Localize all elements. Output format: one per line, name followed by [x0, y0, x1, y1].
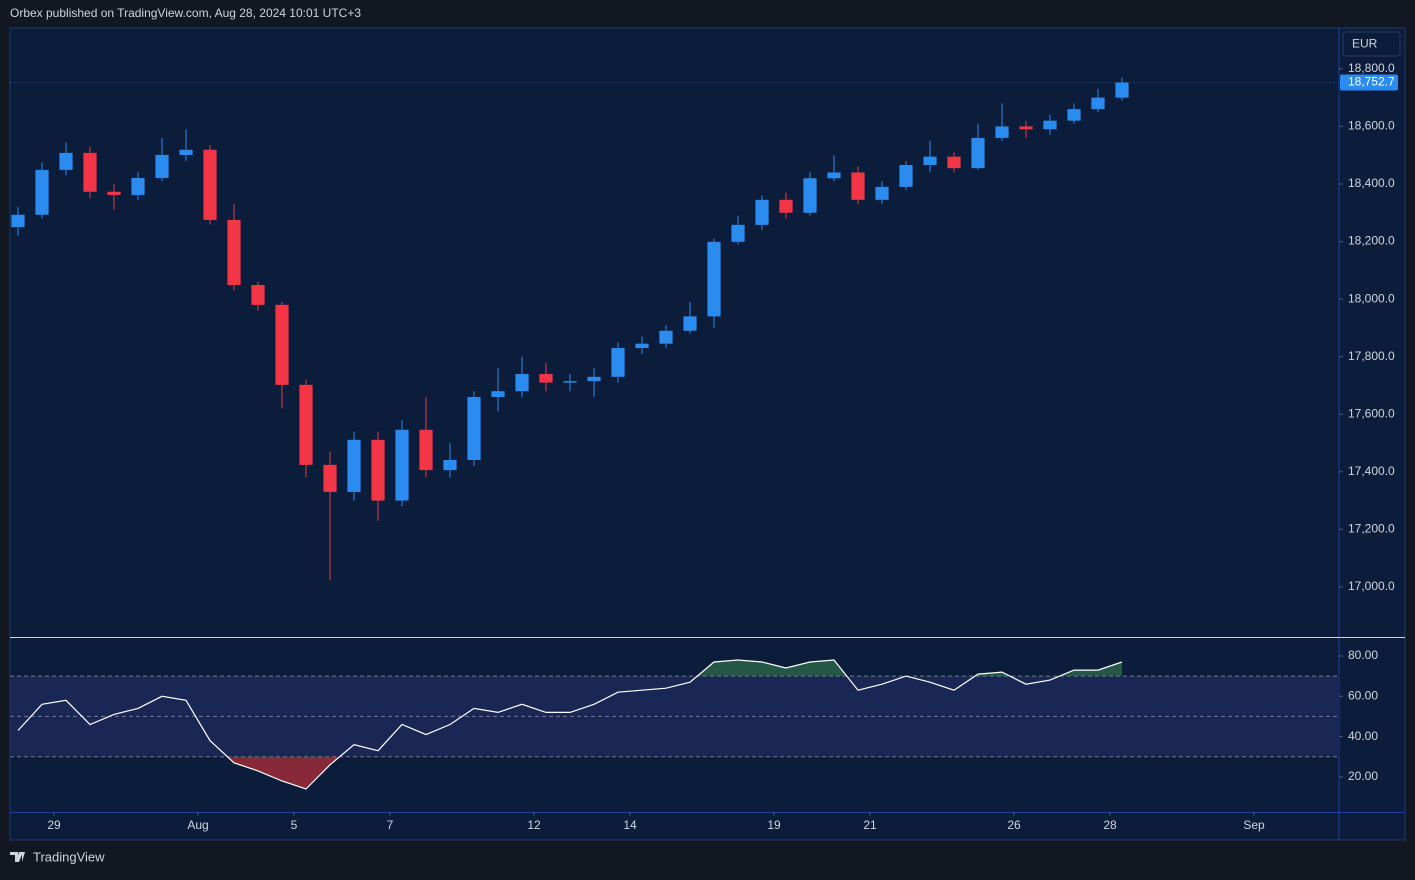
candle-body — [971, 137, 985, 169]
candle-body — [395, 429, 409, 501]
candle-body — [491, 391, 505, 397]
candle-body — [443, 459, 457, 471]
candle-body — [203, 149, 217, 220]
candle-body — [107, 191, 121, 195]
candle-body — [275, 304, 289, 385]
y-tick-label: 17,800.0 — [1348, 349, 1395, 363]
candle-body — [995, 126, 1009, 138]
y-tick-label: 18,600.0 — [1348, 119, 1395, 133]
header-text: Orbex published on TradingView.com, Aug … — [10, 6, 361, 20]
x-tick-label: 14 — [623, 818, 637, 832]
candle-body — [947, 156, 961, 169]
candle-body — [611, 348, 625, 377]
candle-body — [131, 177, 145, 195]
x-tick-label: 5 — [291, 818, 298, 832]
x-tick-label: 12 — [527, 818, 541, 832]
x-tick-label: 7 — [387, 818, 394, 832]
candle-body — [539, 373, 553, 383]
candle-body — [923, 156, 937, 165]
y-tick-label: 17,000.0 — [1348, 579, 1395, 593]
last-price-label: 18,752.7 — [1348, 75, 1395, 89]
x-tick-label: 29 — [47, 818, 61, 832]
candle-body — [419, 429, 433, 471]
candle-body — [1019, 126, 1033, 130]
candle-body — [515, 373, 529, 392]
rsi-line — [17, 659, 1123, 790]
candle-body — [227, 219, 241, 286]
candle-body — [587, 376, 601, 382]
y-tick-label: 60.00 — [1348, 688, 1378, 702]
candle-body — [707, 241, 721, 317]
currency-box[interactable] — [1342, 31, 1401, 57]
candles — [11, 77, 1129, 581]
y-tick-label: 17,600.0 — [1348, 406, 1395, 420]
candle-body — [11, 214, 25, 228]
candle-body — [155, 154, 169, 178]
y-tick-label: 17,200.0 — [1348, 522, 1395, 536]
candle-body — [467, 396, 481, 460]
x-tick-label: Sep — [1243, 818, 1265, 832]
candle-body — [179, 149, 193, 155]
candle-body — [35, 169, 49, 215]
candle-body — [875, 186, 889, 200]
candle-body — [635, 343, 649, 349]
candle-body — [347, 439, 361, 492]
currency-label: EUR — [1352, 37, 1378, 51]
candle-body — [371, 439, 385, 501]
x-tick-label: 19 — [767, 818, 781, 832]
y-tick-label: 18,200.0 — [1348, 234, 1395, 248]
x-tick-label: 28 — [1103, 818, 1117, 832]
candle-body — [83, 152, 97, 192]
y-tick-label: 20.00 — [1348, 769, 1378, 783]
candle-body — [563, 381, 577, 383]
brand-logo — [10, 852, 25, 862]
x-tick-label: 26 — [1007, 818, 1021, 832]
y-tick-label: 18,400.0 — [1348, 176, 1395, 190]
candle-body — [1091, 97, 1105, 110]
candle-body — [803, 178, 817, 213]
oversold-fill — [227, 756, 340, 789]
x-tick-label: Aug — [187, 818, 208, 832]
candle-body — [827, 172, 841, 179]
candle-body — [683, 316, 697, 331]
candle-body — [299, 384, 313, 465]
candle-body — [755, 199, 769, 225]
x-tick-label: 21 — [863, 818, 877, 832]
candle-body — [1043, 120, 1057, 130]
y-tick-label: 18,800.0 — [1348, 61, 1395, 75]
candle-body — [779, 199, 793, 213]
candle-body — [659, 330, 673, 344]
candle-body — [899, 164, 913, 187]
y-tick-label: 40.00 — [1348, 729, 1378, 743]
candle-body — [323, 464, 337, 492]
brand-name: TradingView — [33, 849, 105, 864]
candle-body — [251, 285, 265, 305]
y-tick-label: 17,400.0 — [1348, 464, 1395, 478]
candle-body — [731, 224, 745, 242]
last-price-box — [1340, 74, 1398, 91]
candle-body — [1067, 109, 1081, 121]
candle-body — [1115, 82, 1129, 98]
candle-body — [851, 172, 865, 200]
y-tick-label: 18,000.0 — [1348, 291, 1395, 305]
footer: TradingView — [10, 849, 105, 864]
y-tick-label: 80.00 — [1348, 648, 1378, 662]
candle-body — [59, 152, 73, 170]
